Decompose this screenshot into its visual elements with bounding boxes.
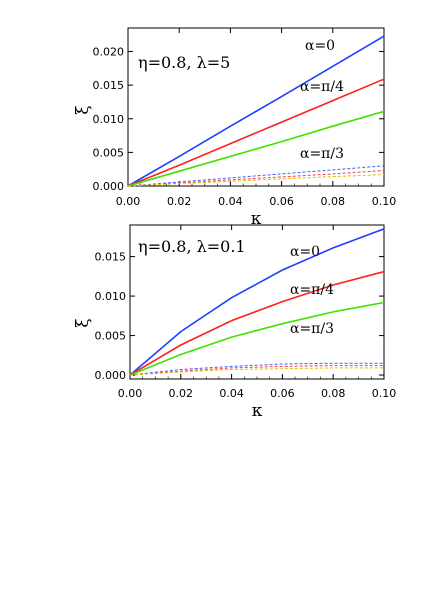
x-tick-label: 0.08 <box>321 387 346 400</box>
y-tick-label: 0.015 <box>93 79 125 92</box>
x-tick-label: 0.00 <box>118 387 143 400</box>
dashed-series-line-3 <box>127 165 385 187</box>
series-annotation: α=0 <box>290 244 320 260</box>
series-annotation: α=0 <box>305 38 335 54</box>
series-annotation: α=π/3 <box>300 146 344 162</box>
dashed-series-line-3 <box>129 362 384 376</box>
y-tick-label: 0.000 <box>93 180 125 193</box>
x-tick-label: 0.06 <box>269 195 294 208</box>
series-annotation: α=π/4 <box>290 282 334 298</box>
x-tick-label: 0.08 <box>321 195 346 208</box>
parameter-label: η=0.8, λ=0.1 <box>138 237 246 256</box>
y-tick-label: 0.010 <box>95 290 127 303</box>
x-tick-label: 0.04 <box>218 195 243 208</box>
x-tick-label: 0.10 <box>372 195 397 208</box>
x-tick-label: 0.02 <box>167 195 192 208</box>
x-tick-label: 0.00 <box>116 195 141 208</box>
y-axis-label: ξ <box>73 318 93 327</box>
dashed-series-line-5 <box>127 174 385 187</box>
solid-series-line-2 <box>127 110 385 187</box>
series-annotation: α=π/4 <box>300 79 344 95</box>
y-tick-label: 0.005 <box>93 146 125 159</box>
x-tick-label: 0.10 <box>372 387 397 400</box>
y-tick-label: 0.000 <box>95 369 127 382</box>
dashed-series-line-4 <box>129 365 384 376</box>
chart-panel-top: 0.00 0.02 0.04 0.06 0.08 0.10 0.000 0.005 0.010 0… <box>73 27 397 229</box>
y-tick-label: 0.015 <box>95 251 127 264</box>
solid-series-line-1 <box>127 78 385 187</box>
x-tick-label: 0.04 <box>219 387 244 400</box>
x-tick-label: 0.02 <box>169 387 194 400</box>
x-axis-label: κ <box>251 209 262 229</box>
parameter-label: η=0.8, λ=5 <box>138 53 230 72</box>
x-tick-label: 0.06 <box>270 387 295 400</box>
dashed-series-line-5 <box>129 367 384 376</box>
series-annotation: α=π/3 <box>290 321 334 337</box>
y-tick-label: 0.020 <box>93 46 125 59</box>
solid-series-line-1 <box>129 270 385 376</box>
y-tick-label: 0.005 <box>95 330 127 343</box>
chart-panel-bottom: 0.00 0.02 0.04 0.06 0.08 0.10 0.000 0.005 0.010 0… <box>73 224 397 421</box>
plot-frame <box>127 27 385 187</box>
y-tick-label: 0.010 <box>93 113 125 126</box>
solid-series-line-0 <box>129 228 385 376</box>
solid-series-line-0 <box>127 35 385 187</box>
solid-series-line-2 <box>129 301 385 376</box>
x-axis-label: κ <box>252 401 263 421</box>
y-axis-label: ξ <box>73 105 93 114</box>
